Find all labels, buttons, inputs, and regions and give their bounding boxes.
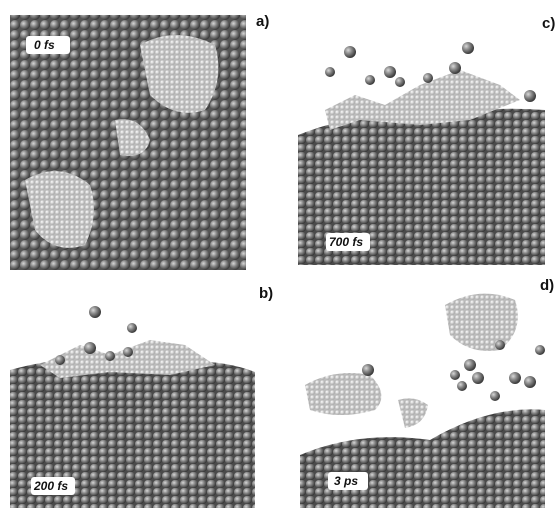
panel-d: 3 ps d) <box>300 277 554 508</box>
molecule-cluster <box>445 294 518 351</box>
panel-c: 700 fs c) <box>298 15 555 265</box>
slab <box>300 409 545 508</box>
molecule-cluster <box>305 373 381 415</box>
panel-b: 200 fs b) <box>10 285 273 508</box>
panel-label: c) <box>542 15 555 32</box>
time-label: 200 fs <box>33 479 68 493</box>
time-label: 700 fs <box>329 235 363 249</box>
time-label: 3 ps <box>334 474 358 488</box>
panel-a: 0 fs a) <box>10 13 269 270</box>
panel-label: a) <box>256 13 269 30</box>
molecule-cluster <box>398 398 428 428</box>
panel-label: b) <box>259 285 273 302</box>
figure: 0 fs a) 700 fs c) 200 fs b) <box>0 0 560 508</box>
panel-label: d) <box>540 277 554 294</box>
ejected-atoms <box>362 340 545 401</box>
time-label: 0 fs <box>34 38 55 52</box>
